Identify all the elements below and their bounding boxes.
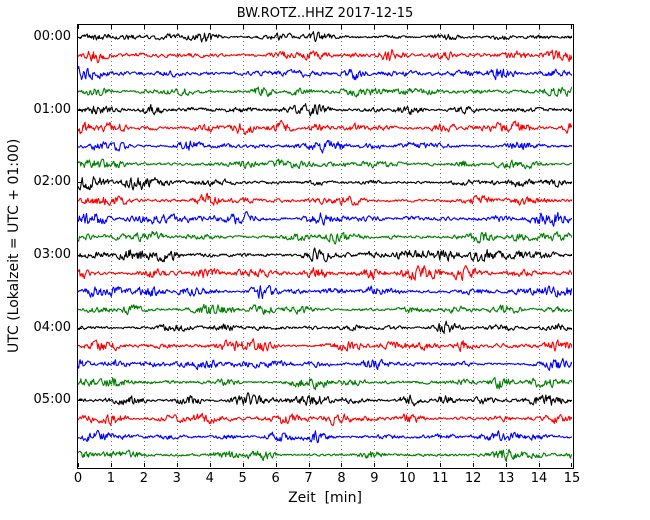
y-tick-label: 03:00 [33,247,71,263]
x-tick-label: 9 [370,471,379,486]
x-tick-label: 10 [399,471,416,486]
x-tick-label: 2 [139,471,148,486]
x-tick-label: 5 [238,471,247,486]
x-tick-label: 6 [271,471,280,486]
x-axis-label: Zeit [min] [288,490,362,506]
y-tick-label: 02:00 [33,174,71,190]
x-tick-label: 1 [106,471,116,486]
y-tick-label: 01:00 [33,101,71,117]
chart-title: BW.ROTZ..HHZ 2017-12-15 [236,6,414,21]
x-tick-label: 12 [464,471,482,486]
x-tick-label: 7 [304,471,313,486]
x-tick-label: 8 [337,471,346,486]
x-tick-label: 3 [172,471,181,486]
y-tick-label: 00:00 [33,29,71,45]
x-tick-label: 14 [530,471,548,486]
x-tick-label: 11 [431,471,449,486]
y-tick-label: 05:00 [33,392,71,408]
x-tick-label: 0 [73,471,83,486]
x-tick-label: 4 [205,471,214,486]
seismogram-canvas [78,25,572,467]
y-tick-label: 04:00 [33,319,71,335]
x-tick-label: 15 [563,471,581,486]
x-tick-label: 13 [497,471,515,486]
